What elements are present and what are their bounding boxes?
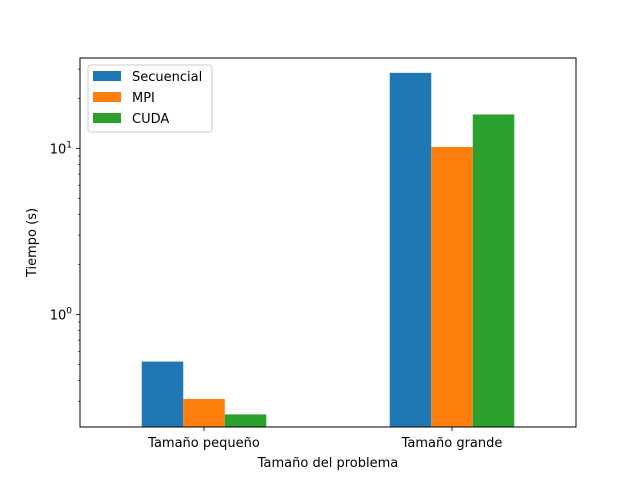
bar-mpi-1 <box>183 398 225 427</box>
bar-cuda-1 <box>224 414 267 427</box>
plot-frame <box>79 57 577 428</box>
legend-swatch-cuda <box>93 113 121 123</box>
legend-swatch-secuencial <box>93 71 121 81</box>
y-axis-label: Tiempo (s) <box>25 208 40 278</box>
bars-group <box>141 72 515 428</box>
y-tick-label-2: 101 <box>50 140 72 157</box>
legend-label-cuda: CUDA <box>132 112 169 127</box>
bar-mpi-2 <box>431 146 473 427</box>
ticks-group: Tamaño pequeño Tamaño grande 100 101 <box>50 68 503 451</box>
legend-swatch-mpi <box>93 92 121 102</box>
x-tick-label-2: Tamaño grande <box>401 436 503 451</box>
legend: Secuencial MPI CUDA <box>87 64 213 133</box>
legend-label-secuencial: Secuencial <box>132 70 202 85</box>
x-tick-label-1: Tamaño pequeño <box>147 436 260 451</box>
y-tick-label-1: 100 <box>50 306 73 323</box>
bar-secuencial-1 <box>141 361 184 427</box>
bar-cuda-2 <box>472 114 515 428</box>
x-axis-label: Tamaño del problema <box>257 456 398 471</box>
legend-label-mpi: MPI <box>132 91 155 106</box>
bar-secuencial-2 <box>389 72 432 428</box>
